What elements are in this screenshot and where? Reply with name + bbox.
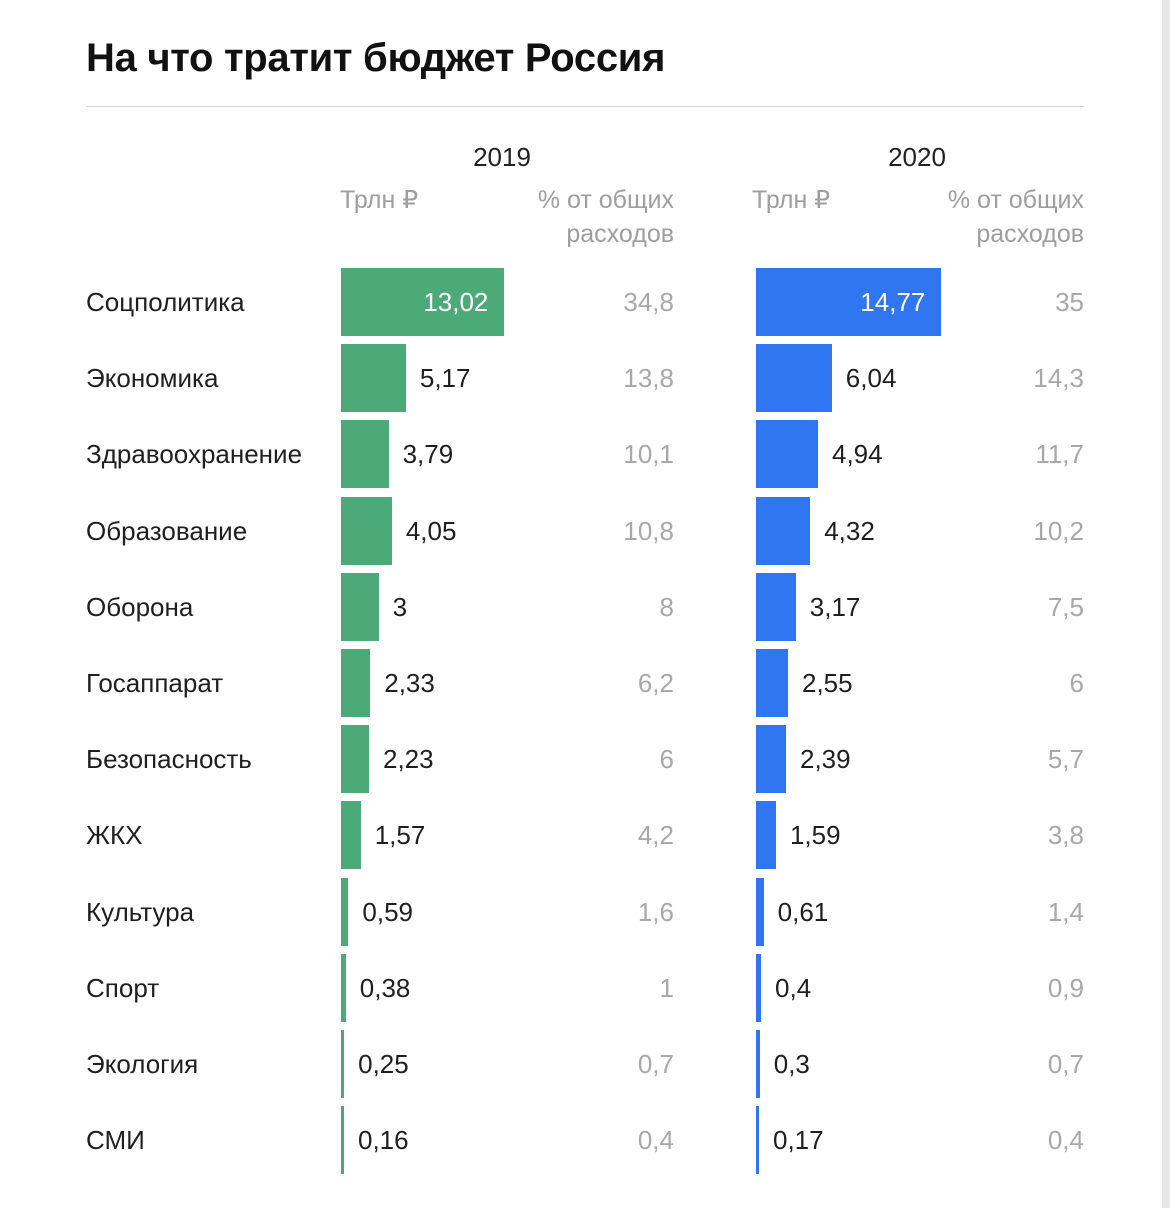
bar-value-label: 3,17: [809, 591, 861, 622]
bar-value-label: 5,17: [419, 363, 471, 394]
bar-value-label: 2,39: [799, 744, 851, 775]
share-value: 1,6: [637, 896, 674, 927]
bar-2019: [341, 420, 389, 489]
bar-2020: [756, 801, 776, 870]
bar-value-label: 4,05: [405, 515, 457, 546]
bar-value-label: 3,79: [402, 439, 454, 470]
share-value: 8: [659, 591, 674, 622]
share-value: 10,2: [1033, 515, 1084, 546]
share-value: 0,4: [1047, 1125, 1084, 1156]
bar-2020: [756, 572, 796, 641]
category-label: Соцполитика: [86, 287, 245, 317]
bar-value-label: 0,38: [359, 972, 411, 1003]
share-value: 0,4: [637, 1125, 674, 1156]
bar-2019: [341, 572, 379, 641]
bar-value-label: 2,23: [382, 744, 434, 775]
share-value: 1,4: [1047, 896, 1084, 927]
bar-2020: [756, 725, 786, 794]
share-value: 10,8: [623, 515, 674, 546]
category-label: Экономика: [86, 363, 219, 394]
bar-2020: [756, 649, 788, 717]
category-label: Госаппарат: [86, 668, 224, 698]
bar-value-label: 1,57: [374, 820, 426, 851]
bar-value-label: 4,94: [831, 439, 883, 470]
page-edge: [1162, 0, 1170, 1208]
category-label: Экология: [86, 1049, 199, 1079]
bar-2019: [341, 649, 371, 717]
bar-2019: [341, 801, 361, 870]
share-value: 5,7: [1047, 744, 1084, 775]
share-value: 4,2: [637, 820, 674, 851]
year-header-2019: 2019: [473, 142, 531, 172]
share-column-header: % от общих расходов: [947, 186, 1084, 248]
share-value: 6,2: [637, 668, 674, 698]
bar-2020: [756, 877, 764, 946]
share-value: 10,1: [623, 439, 674, 470]
bar-2020: [756, 1030, 760, 1098]
bar-2019: [341, 953, 346, 1022]
bar-2020: [756, 268, 942, 336]
bar-value-label: 0,3: [773, 1049, 810, 1079]
category-label: СМИ: [86, 1125, 145, 1156]
bar-2020: [756, 1106, 759, 1175]
bar-value-label: 3: [392, 591, 408, 622]
share-value: 3,8: [1047, 820, 1084, 851]
bar-2020: [756, 344, 832, 413]
category-label: Спорт: [86, 972, 160, 1003]
bar-value-label: 4,32: [824, 515, 875, 546]
share-value: 6: [659, 744, 674, 775]
bar-value-label: 0,17: [773, 1125, 824, 1156]
bar-value-label: 2,55: [802, 668, 853, 698]
bar-value-label: 0,4: [775, 972, 812, 1003]
share-value: 13,8: [623, 363, 674, 394]
bar-2020: [756, 953, 762, 1022]
category-label: Оборона: [86, 591, 194, 622]
share-value: 34,8: [623, 287, 674, 317]
bar-2019: [341, 1030, 345, 1098]
bar-2019: [341, 877, 349, 946]
category-label: ЖКХ: [86, 820, 143, 851]
bar-2019: [341, 268, 505, 336]
bar-value-label: 6,04: [845, 363, 897, 394]
title-divider: [86, 106, 1084, 107]
bar-2019: [341, 1106, 344, 1175]
value-column-header: Трлн ₽: [752, 186, 831, 214]
value-column-header: Трлн ₽: [340, 186, 419, 214]
share-value: 6: [1069, 668, 1084, 698]
share-value: 1: [659, 972, 674, 1003]
bar-2019: [341, 344, 406, 413]
category-label: Здравоохранение: [86, 439, 303, 470]
category-label: Образование: [86, 515, 248, 546]
share-column-header: % от общих расходов: [537, 186, 674, 248]
bar-2020: [756, 420, 818, 489]
share-value: 7,5: [1047, 591, 1084, 622]
share-value: 0,7: [637, 1049, 674, 1079]
bar-value-label: 0,16: [358, 1125, 409, 1156]
share-value: 0,7: [1047, 1049, 1084, 1079]
bar-2019: [341, 725, 369, 794]
share-value: 0,9: [1047, 972, 1084, 1003]
bar-value-label: 1,59: [789, 820, 841, 851]
bar-2020: [756, 496, 811, 565]
bar-2019: [341, 496, 392, 565]
category-label: Культура: [86, 896, 195, 927]
category-label: Безопасность: [86, 744, 252, 775]
bar-value-label: 14,77: [860, 287, 926, 317]
bar-value-label: 0,59: [362, 896, 413, 927]
share-value: 35: [1055, 287, 1084, 317]
bar-value-label: 13,02: [423, 287, 489, 317]
year-header-2020: 2020: [888, 142, 946, 172]
chart-title: На что тратит бюджет Россия: [86, 36, 666, 80]
bar-value-label: 2,33: [384, 668, 435, 698]
share-value: 11,7: [1035, 439, 1084, 470]
bar-value-label: 0,25: [358, 1049, 409, 1079]
share-value: 14,3: [1033, 363, 1084, 394]
bar-value-label: 0,61: [777, 896, 829, 927]
